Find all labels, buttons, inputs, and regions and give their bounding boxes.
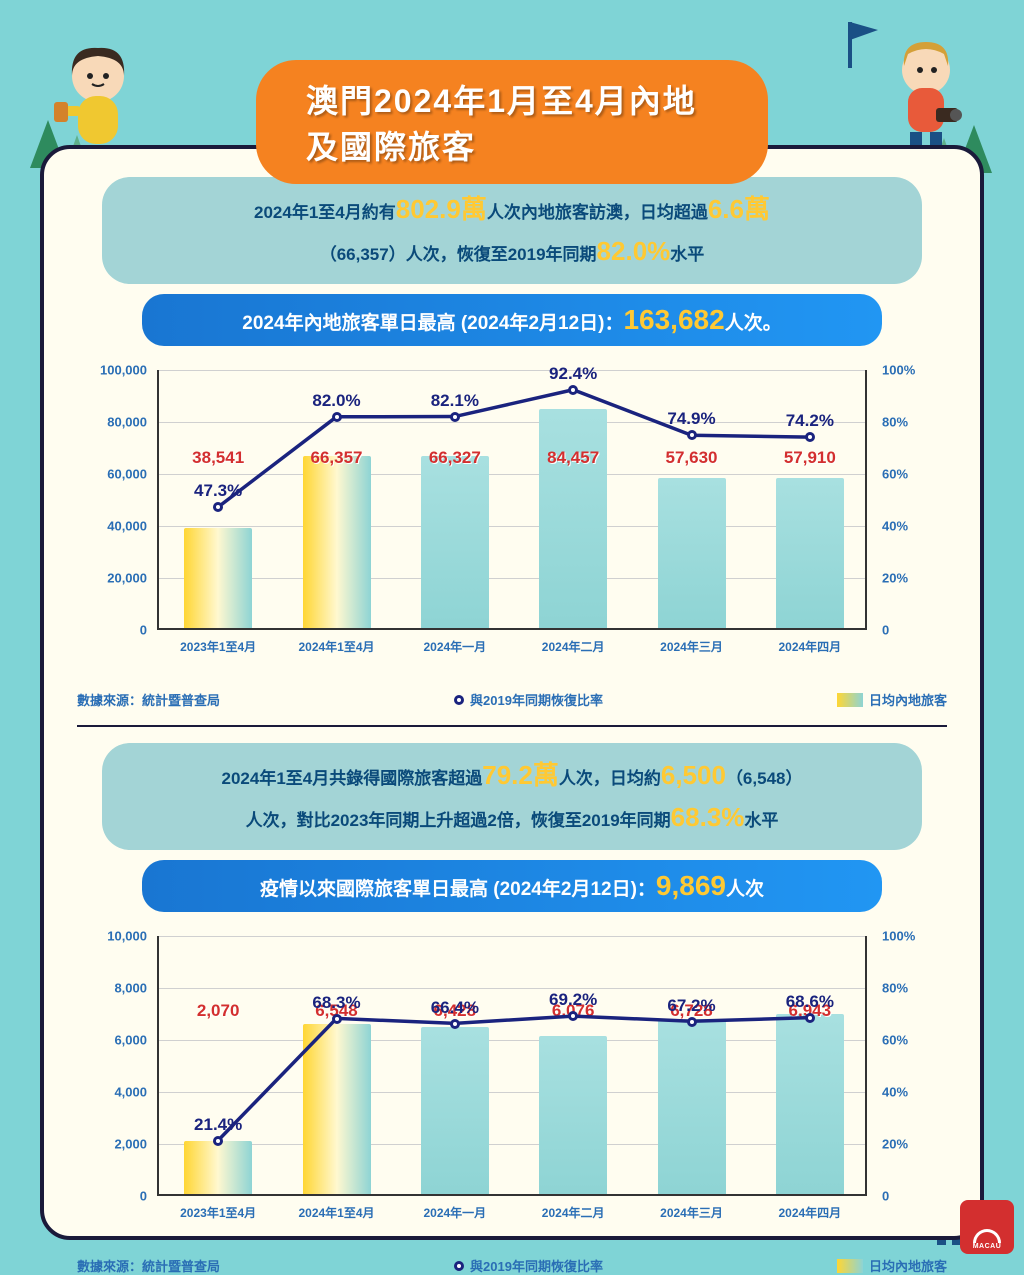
peak-box-2: 疫情以來國際旅客單日最高 (2024年2月12日)：9,869人次: [142, 860, 882, 912]
legend-line: 與2019年同期恢復比率: [454, 690, 603, 709]
legend-row-1: 數據來源：統計暨普查局 與2019年同期恢復比率 日均內地旅客: [77, 690, 947, 709]
legend-bar: 日均內地旅客: [837, 690, 947, 709]
page-title: 澳門2024年1月至4月內地及國際旅客: [306, 76, 718, 168]
main-card: 2024年1至4月約有802.9萬人次內地旅客訪澳，日均超過6.6萬 （66,3…: [40, 145, 984, 1240]
summary-box-2: 2024年1至4月共錄得國際旅客超過79.2萬人次，日均約6,500（6,548…: [102, 743, 922, 850]
macau-logo: MACAU: [960, 1200, 1014, 1254]
summary-box-1: 2024年1至4月約有802.9萬人次內地旅客訪澳，日均超過6.6萬 （66,3…: [102, 177, 922, 284]
chart-mainland: 38,5412023年1至4月66,3572024年1至4月66,3272024…: [77, 360, 947, 680]
chart-international: 2,0702023年1至4月6,5482024年1至4月6,4282024年一月…: [77, 926, 947, 1246]
title-banner: 澳門2024年1月至4月內地及國際旅客: [256, 60, 768, 184]
legend-row-2: 數據來源：統計暨普查局 與2019年同期恢復比率 日均內地旅客: [77, 1256, 947, 1275]
peak-box-1: 2024年內地旅客單日最高 (2024年2月12日)：163,682人次。: [142, 294, 882, 346]
source-text: 數據來源：統計暨普查局: [77, 690, 220, 709]
legend-bar: 日均內地旅客: [837, 1256, 947, 1275]
legend-line: 與2019年同期恢復比率: [454, 1256, 603, 1275]
section-divider: [77, 725, 947, 727]
source-text: 數據來源：統計暨普查局: [77, 1256, 220, 1275]
